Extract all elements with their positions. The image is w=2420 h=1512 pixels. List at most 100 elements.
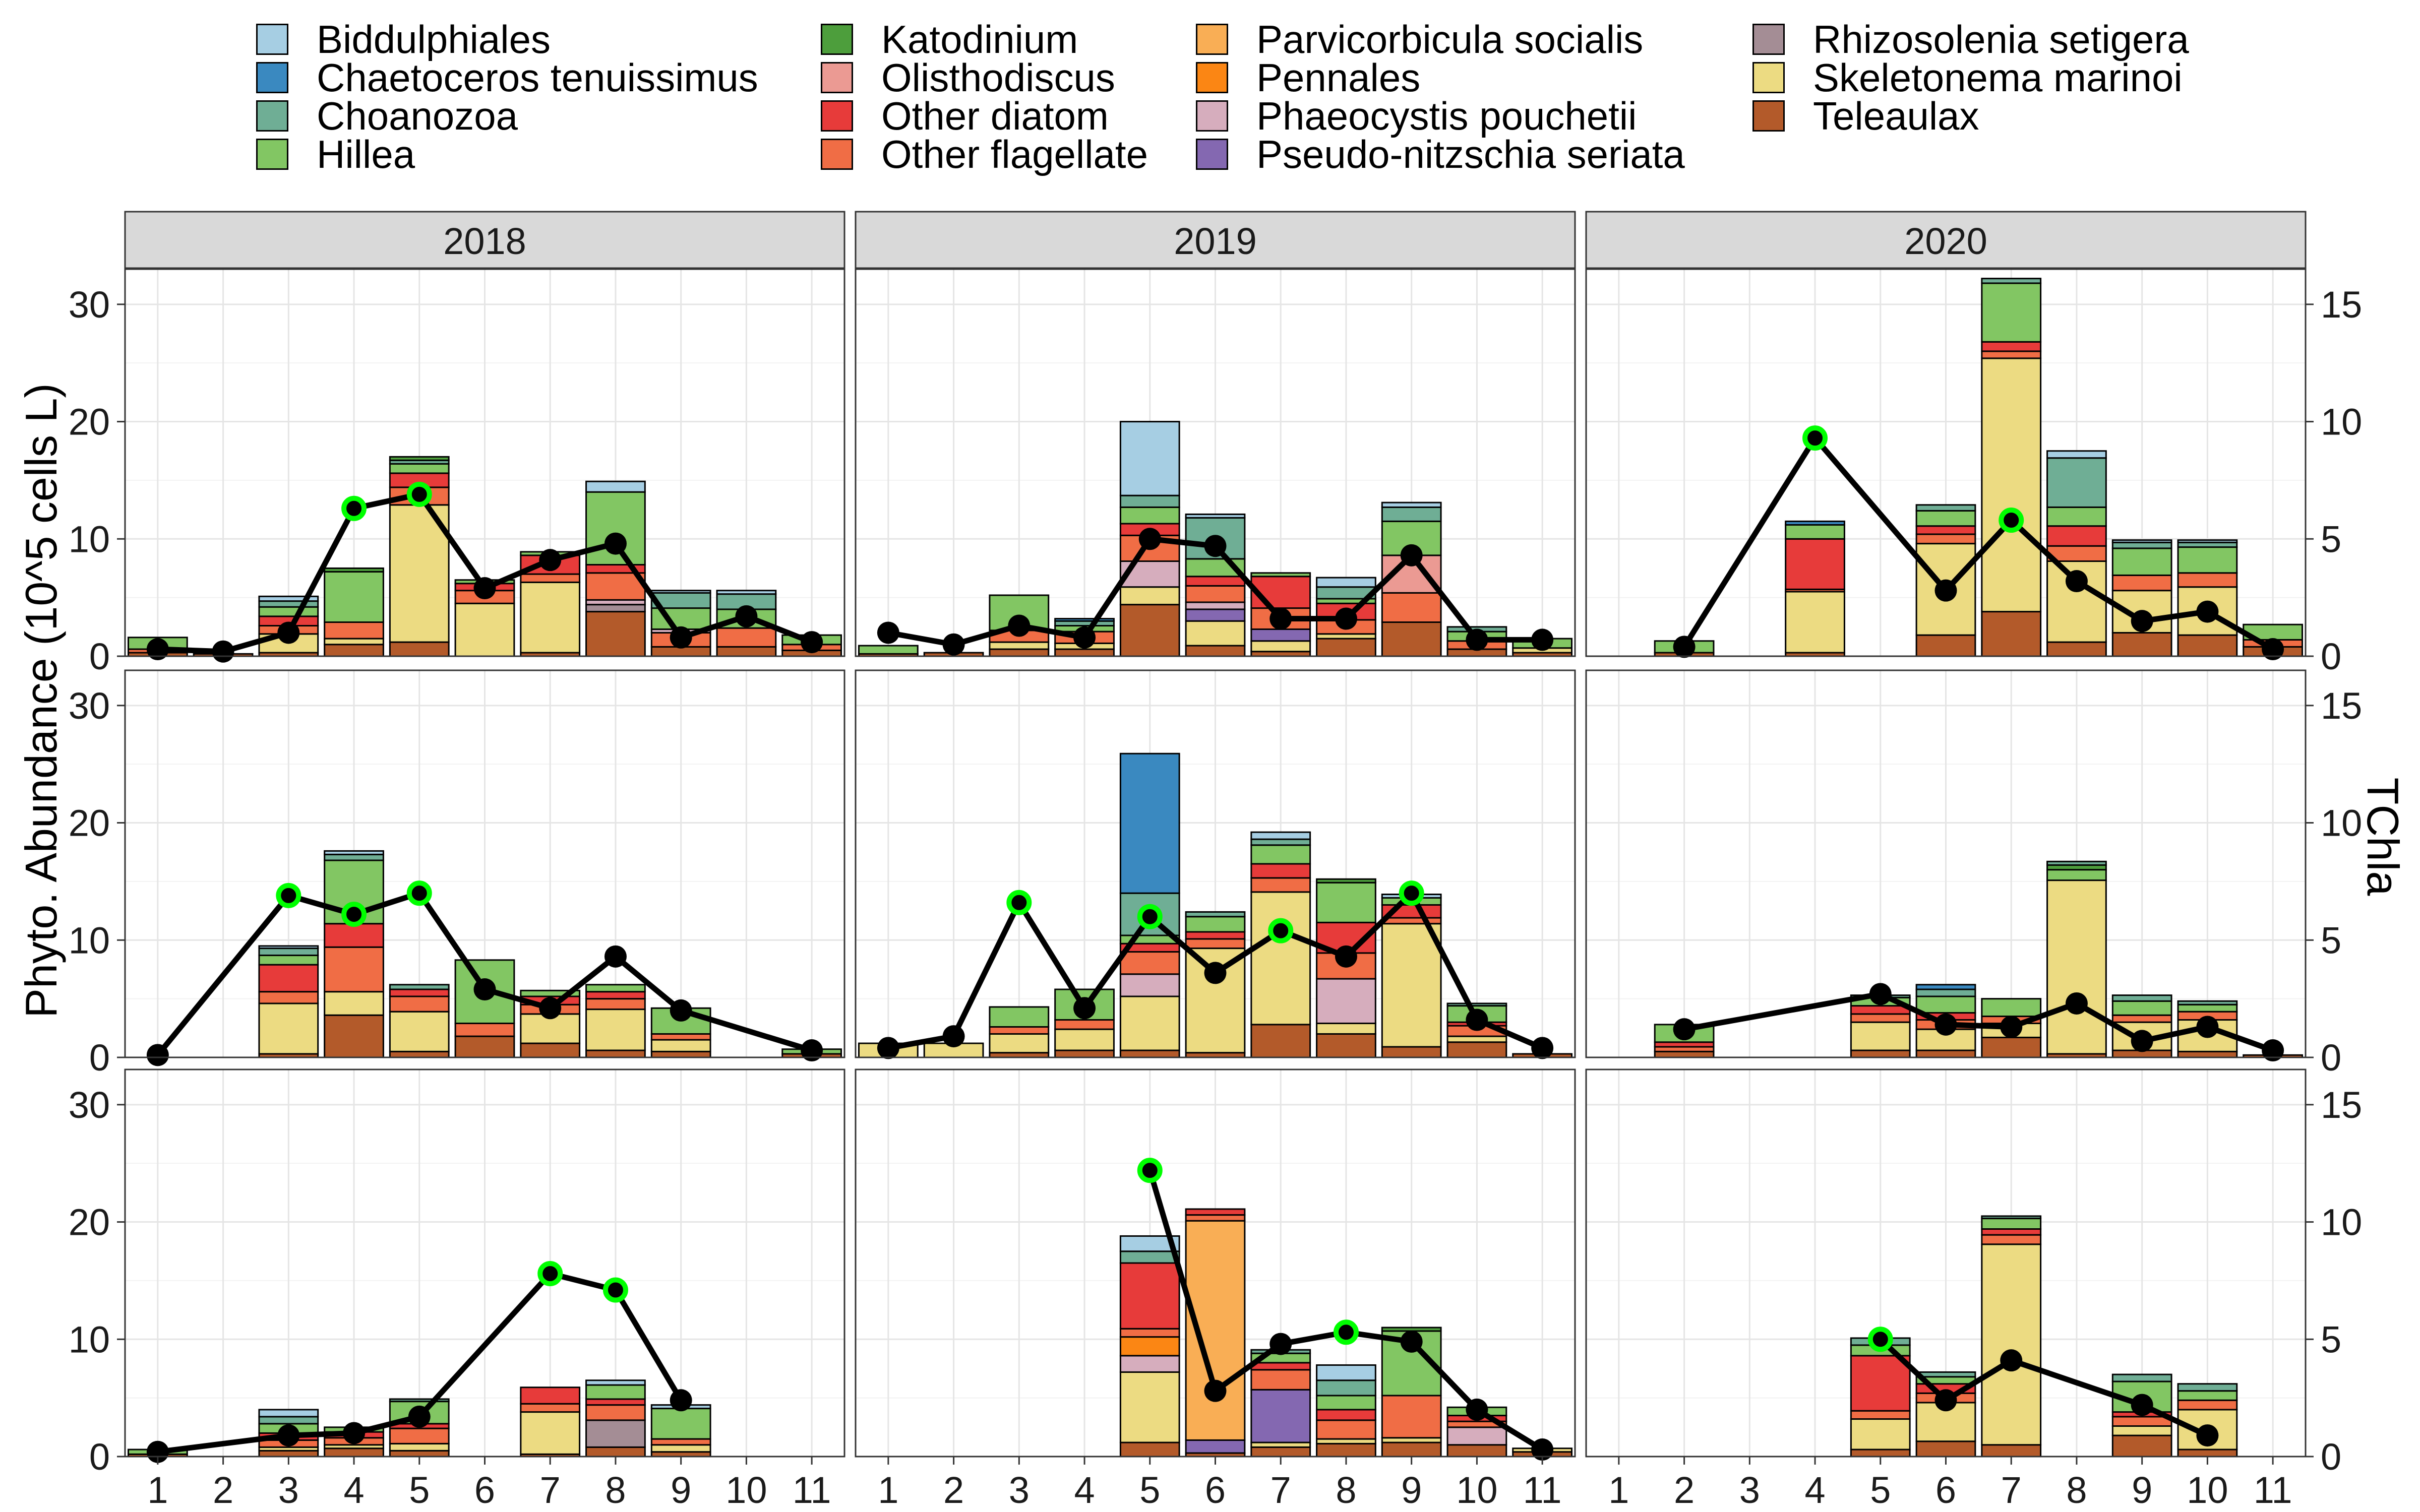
y-tick-label: 10 <box>69 919 110 961</box>
legend-column: Rhizosolenia setigera Skeletonema marinoi… <box>1752 17 2189 138</box>
bar-segment <box>1915 995 1976 1014</box>
x-tick-label: 1 <box>878 1469 898 1511</box>
bar-segment <box>1185 645 1246 657</box>
bar-segment <box>389 1427 450 1444</box>
bar-segment <box>1250 572 1311 578</box>
y2-tick-label: 5 <box>2321 518 2341 560</box>
tchla-point <box>2131 1030 2153 1052</box>
bar-segment <box>2046 525 2107 547</box>
x-tick-label: 5 <box>1870 1469 1891 1511</box>
bar-segment <box>2046 457 2107 508</box>
bar-segment <box>989 641 1050 650</box>
y2-tick-label: 10 <box>2321 1202 2362 1243</box>
y2-axis-label: TChla <box>2358 778 2408 896</box>
bar-segment <box>585 1419 646 1448</box>
facet-strip <box>1585 211 2307 269</box>
bar-segment <box>2111 994 2172 1002</box>
tchla-point <box>473 577 496 600</box>
bar-segment <box>1316 881 1376 923</box>
x-tick-label: 5 <box>409 1469 430 1511</box>
bar-segment <box>324 638 384 646</box>
bar-segment <box>1381 923 1442 1048</box>
bar-segment <box>1850 1013 1911 1023</box>
panel-border <box>124 669 845 1058</box>
bar-segment <box>1446 1444 1507 1458</box>
legend-label: Rhizosolenia setigera <box>1813 17 2189 61</box>
tchla-point-highlight <box>1333 1319 1359 1345</box>
y2-tick-label: 5 <box>2321 919 2341 961</box>
bar-segment <box>454 602 515 657</box>
tchla-point <box>670 999 692 1022</box>
y-tick-label: 30 <box>69 284 110 326</box>
bar-segment <box>716 590 777 595</box>
bar-segment <box>2046 879 2107 1055</box>
bar-segment <box>585 1446 646 1458</box>
tchla-point <box>942 1025 965 1048</box>
bar-segment <box>324 644 384 657</box>
bar-segment <box>1119 494 1180 508</box>
bar-segment <box>585 984 646 993</box>
bar-segment <box>1915 984 1976 990</box>
bar-segment <box>2046 545 2107 562</box>
bar-segment <box>1185 938 1246 950</box>
tchla-point <box>670 626 692 649</box>
y2-tick-label: 0 <box>2321 636 2341 677</box>
legend-swatch <box>256 62 288 93</box>
y2-tick-label: 0 <box>2321 1436 2341 1478</box>
legend-label: Parvicorbicula socialis <box>1256 17 1644 61</box>
tchla-point <box>2262 638 2284 661</box>
bar-segment <box>650 1039 711 1052</box>
bar-segment <box>1981 611 2042 657</box>
tchla-point <box>877 621 899 644</box>
bar-segment <box>1785 538 1845 590</box>
bar-segment <box>989 1006 1050 1028</box>
bar-segment <box>1119 1336 1180 1357</box>
bar-segment <box>1316 878 1376 884</box>
legend-item: Olisthodiscus <box>821 58 1148 97</box>
legend-label: Hillea <box>317 132 415 176</box>
bar-segment <box>324 567 384 573</box>
bar-segment <box>1250 844 1311 865</box>
bar-segment <box>1981 341 2042 352</box>
tchla-point <box>1073 626 1096 649</box>
bar-segment <box>258 606 319 617</box>
tchla-point <box>212 640 234 663</box>
bar-segment <box>1381 1441 1442 1458</box>
bar-segment <box>1119 752 1180 894</box>
bar-segment <box>389 988 450 997</box>
y-tick-label: 20 <box>69 1202 110 1243</box>
bar-segment <box>1981 998 2042 1018</box>
bar-segment <box>1316 1364 1376 1381</box>
tchla-point <box>2065 992 2088 1015</box>
bar-segment <box>1654 1050 1715 1058</box>
tchla-point <box>1008 614 1031 637</box>
bar-segment <box>585 480 646 493</box>
tchla-point <box>801 631 823 654</box>
bar-segment <box>1915 525 1976 535</box>
legend-label: Teleaulax <box>1813 94 1979 138</box>
bar-segment <box>1250 1446 1311 1458</box>
legend-label: Pseudo-nitzschia seriata <box>1256 132 1685 176</box>
bar-segment <box>258 600 319 608</box>
bar-segment <box>2111 1425 2172 1436</box>
tchla-point-highlight <box>1867 1327 1893 1352</box>
tchla-point-highlight <box>537 1261 563 1286</box>
bar-segment <box>1250 838 1311 846</box>
tchla-point <box>2131 1394 2153 1416</box>
tchla-point-highlight <box>1137 1158 1163 1183</box>
tchla-point <box>670 1389 692 1412</box>
legend-item: Other flagellate <box>821 135 1148 174</box>
x-tick-label: 3 <box>1739 1469 1760 1511</box>
bar-segment <box>989 1026 1050 1035</box>
y2-tick-label: 5 <box>2321 1318 2341 1360</box>
x-tick-label: 6 <box>474 1469 495 1511</box>
tchla-point <box>1073 997 1096 1020</box>
x-tick-label: 9 <box>1401 1469 1422 1511</box>
bar-segment <box>1185 1214 1246 1222</box>
bar-segment <box>324 571 384 623</box>
y-axis-label: Phyto. Abundance (10^5 cells L) <box>16 383 66 1018</box>
bar-segment <box>1915 1440 1976 1458</box>
panel <box>856 1069 1575 1458</box>
bar-segment <box>1185 911 1246 918</box>
bar-segment <box>1316 1395 1376 1411</box>
